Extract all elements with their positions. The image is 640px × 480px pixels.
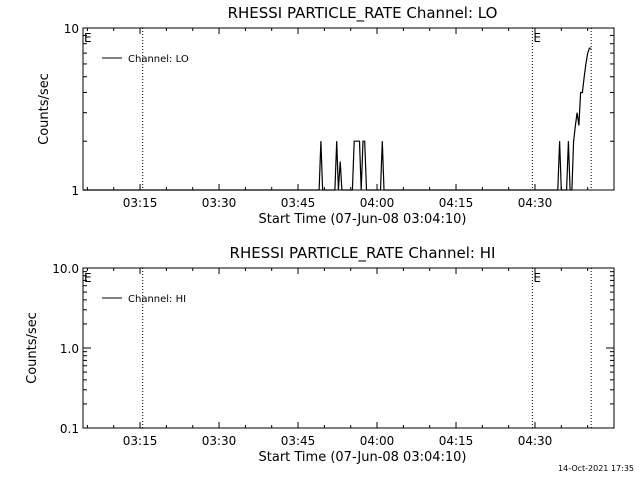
footer-timestamp: 14-Oct-2021 17:35	[558, 464, 634, 473]
chart-title: RHESSI PARTICLE_RATE Channel: HI	[230, 244, 496, 263]
panel-hi: RHESSI PARTICLE_RATE Channel: HI 03:15 03:…	[25, 244, 615, 465]
x-axis-label: Start Time (07-Jun-08 03:04:10)	[259, 212, 467, 227]
plot-frame	[82, 27, 615, 191]
series-line	[83, 47, 592, 191]
y-tick-label: 10.0	[52, 262, 79, 276]
x-tick-label: 04:30	[518, 196, 553, 210]
event-marker-label: E	[84, 271, 92, 285]
x-tick-label: 03:15	[123, 434, 158, 448]
x-tick-label: 03:30	[202, 196, 237, 210]
y-tick-label: 10	[64, 22, 79, 36]
x-tick-label: 04:00	[360, 196, 395, 210]
legend-label: Channel: LO	[128, 54, 189, 65]
y-tick-label: 0.1	[60, 422, 79, 436]
event-marker-label: E	[533, 31, 541, 45]
x-tick-label: 04:30	[518, 434, 553, 448]
x-tick-label: 03:45	[281, 196, 316, 210]
x-tick-label: 04:00	[360, 434, 395, 448]
x-axis-label: Start Time (07-Jun-08 03:04:10)	[259, 450, 467, 465]
plot-frame	[82, 267, 615, 429]
x-tick-label: 04:15	[439, 434, 474, 448]
x-tick-label: 03:30	[202, 434, 237, 448]
y-tick-label: 1	[71, 184, 79, 198]
x-tick-label: 04:15	[439, 196, 474, 210]
panel-lo: RHESSI PARTICLE_RATE Channel: LO 03:15 03:…	[37, 4, 615, 227]
x-tick-label: 03:15	[123, 196, 158, 210]
x-tick-label: 03:45	[281, 434, 316, 448]
y-tick-label: 1.0	[60, 342, 79, 356]
event-marker-label: E	[84, 31, 92, 45]
event-marker-label: E	[533, 271, 541, 285]
chart-title: RHESSI PARTICLE_RATE Channel: LO	[228, 4, 498, 23]
y-axis-label: Counts/sec	[25, 312, 40, 384]
y-axis-label: Counts/sec	[37, 73, 52, 145]
legend-label: Channel: HI	[128, 294, 186, 305]
